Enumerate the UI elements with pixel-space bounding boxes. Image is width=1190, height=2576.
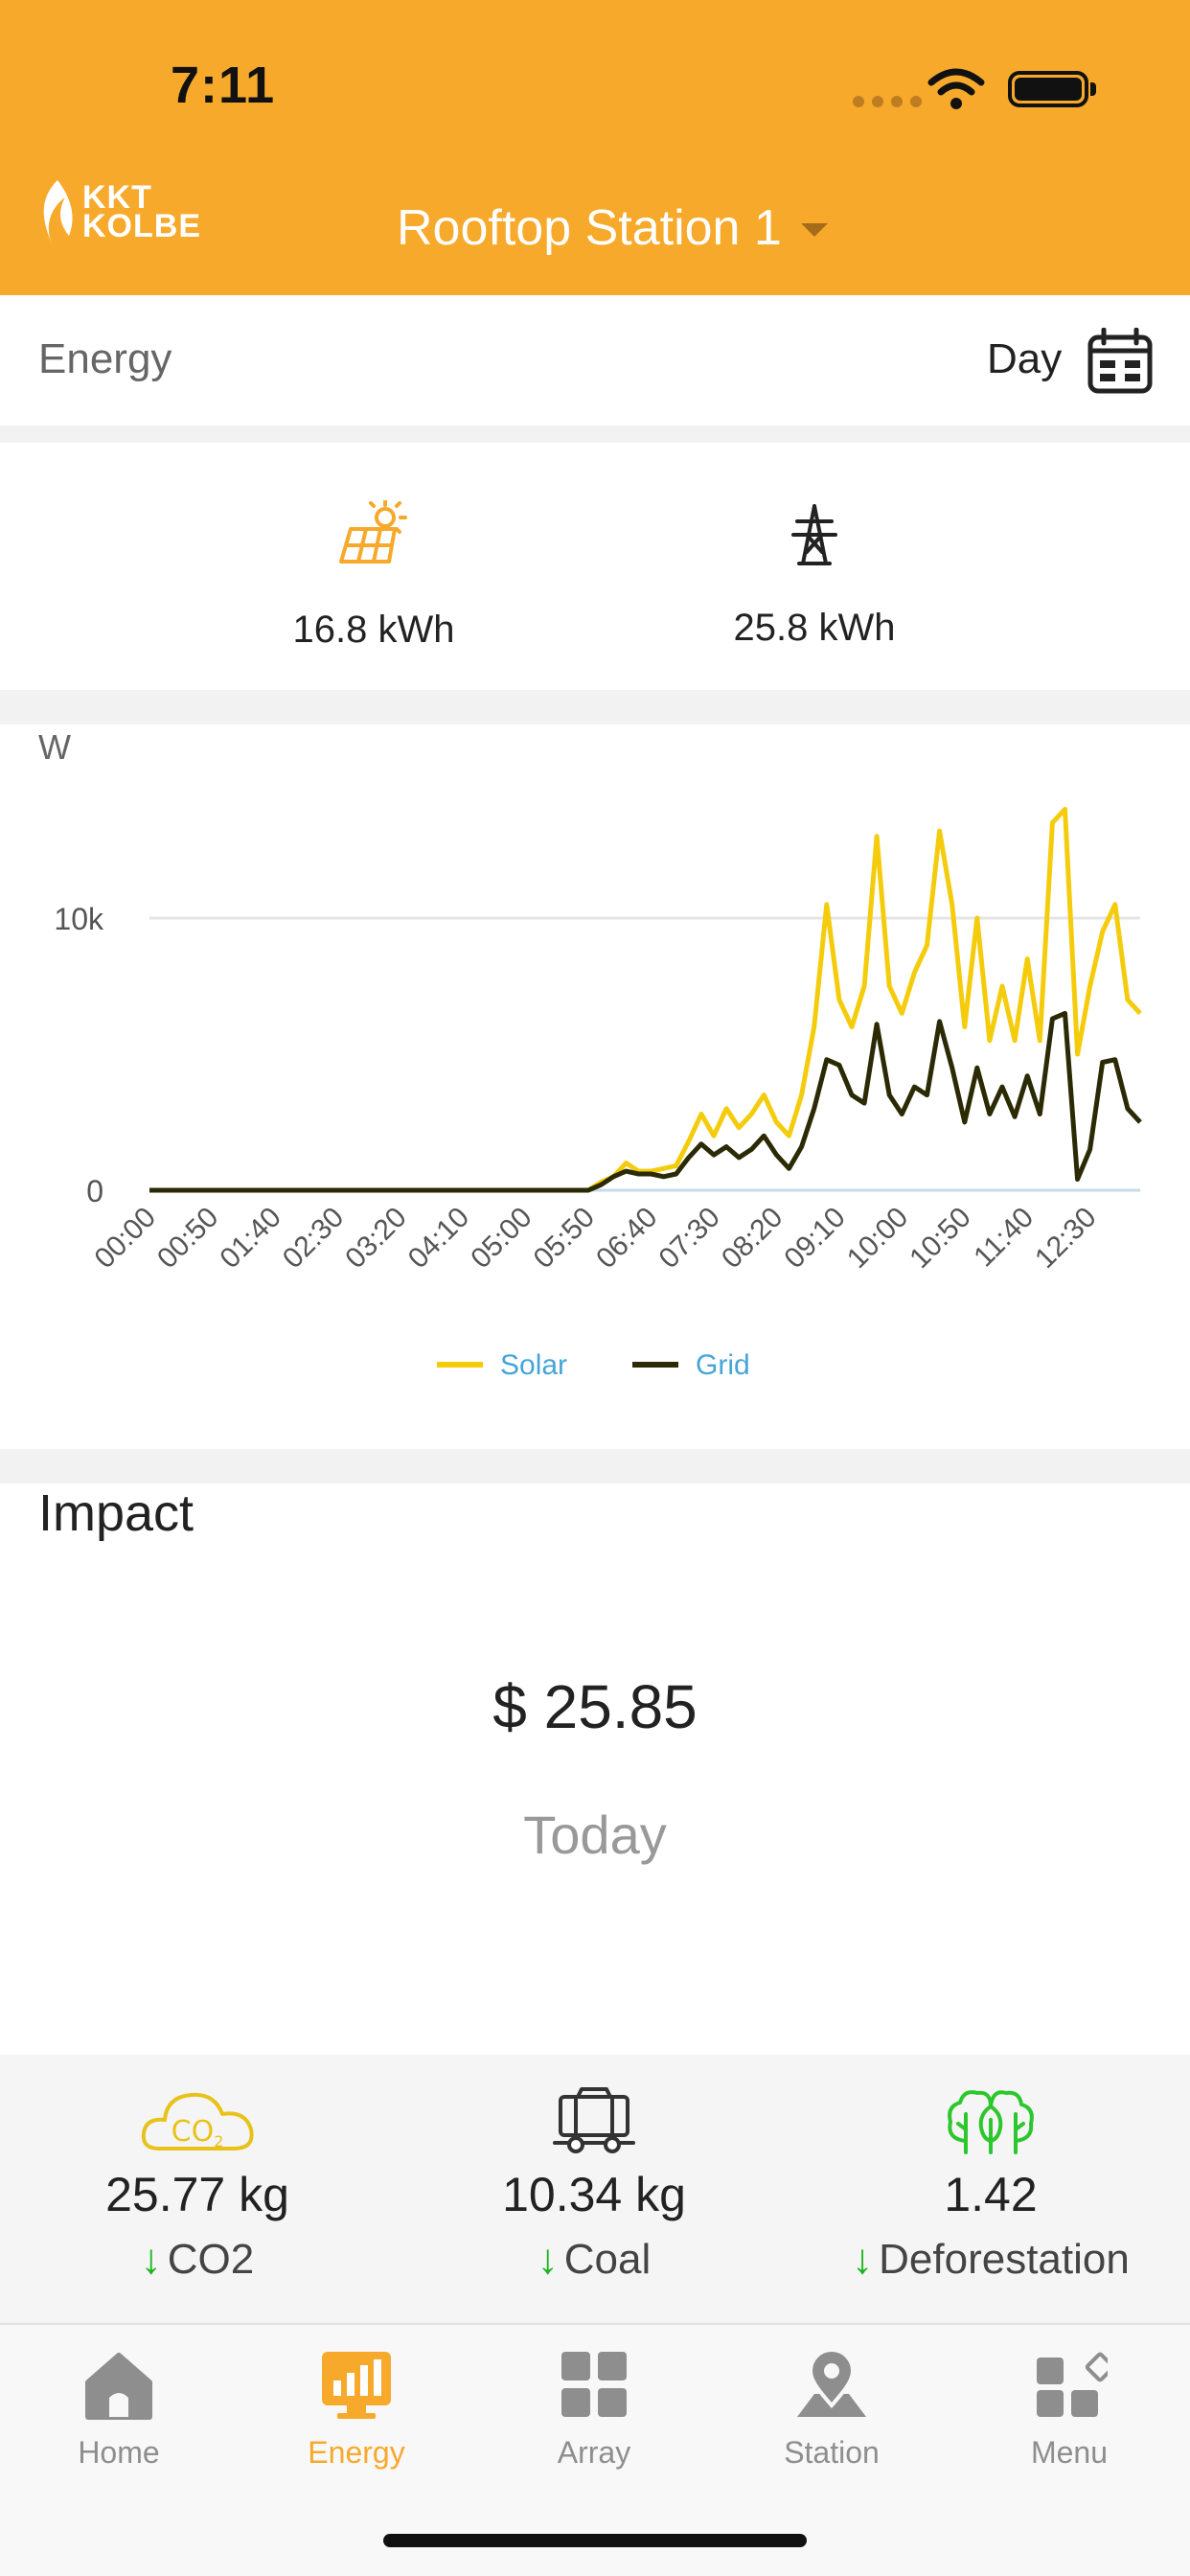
bottom-tab-bar: Home Energy Array Station [0,2323,1190,2576]
coal-value: 10.34 kg [502,2168,686,2221]
x-tick-label: 04:10 [402,1202,475,1275]
map-pin-icon [797,2348,866,2417]
x-tick-label: 03:20 [339,1202,412,1275]
savings-period: Today [523,1805,667,1865]
divider [0,690,1190,724]
tab-station[interactable]: Station [736,2346,927,2471]
station-name: Rooftop Station 1 [397,200,782,256]
solar-summary: 16.8 kWh [278,499,469,652]
deforestation-label: Deforestation [879,2236,1130,2283]
series-line-grid [149,1010,1142,1193]
section-title: Energy [38,335,172,382]
x-tick-label: 05:00 [465,1202,538,1275]
x-tick-label: 12:30 [1029,1202,1102,1275]
power-tower-icon [791,504,837,565]
impact-title: Impact [38,1484,195,1542]
power-chart: W 0 10k 00:00 00:50 01:40 02:30 03:20 04:10 05:00… [0,724,1190,1449]
tab-home[interactable]: Home [23,2346,215,2471]
x-tick-label: 07:30 [653,1202,726,1275]
station-selector[interactable]: Rooftop Station 1 [397,199,828,257]
divider [0,1449,1190,1484]
series-line-solar [149,806,1142,1193]
x-tick-label: 00:50 [151,1202,224,1275]
chevron-down-icon [800,223,828,237]
svg-text:CO2: CO2 [172,2115,224,2150]
cellular-signal-icon [853,96,922,107]
menu-apps-icon [1037,2352,1115,2417]
legend-label-solar: Solar [500,1349,567,1381]
coal-label: Coal [563,2236,652,2283]
grid-summary: 25.8 kWh [719,504,910,650]
home-icon [85,2353,152,2420]
x-tick-label: 10:00 [841,1202,914,1275]
flame-logo-icon [43,180,73,243]
legend-label-grid: Grid [696,1349,750,1381]
status-time: 7:11 [171,57,276,114]
solar-panel-icon [339,499,407,564]
tab-array[interactable]: Array [498,2346,690,2471]
x-tick-label: 00:00 [89,1202,162,1275]
y-axis-label: W [38,727,71,767]
x-tick-label: 09:10 [778,1202,851,1275]
x-tick-label: 01:40 [214,1202,286,1275]
arrow-down-icon: ↓ [852,2236,874,2283]
co2-stat: CO2 25.77 kg ↓ CO2 [6,2085,389,2284]
arrow-down-icon: ↓ [537,2236,559,2283]
co2-cloud-icon: CO2 [141,2092,254,2150]
x-tick-label: 06:40 [590,1202,663,1275]
y-tick-label: 0 [86,1174,103,1208]
period-selector[interactable]: Day [987,335,1063,382]
x-tick-label: 02:30 [277,1202,350,1275]
arrow-down-icon: ↓ [140,2236,162,2283]
coal-stat: 10.34 kg ↓ Coal [402,2085,786,2284]
x-tick-label: 05:50 [528,1202,601,1275]
co2-value: 25.77 kg [105,2168,289,2221]
deforestation-value: 1.42 [944,2168,1038,2221]
x-tick-label: 08:20 [716,1202,789,1275]
wifi-icon [927,68,985,109]
trees-icon [948,2090,1034,2154]
y-tick-label: 10k [54,902,104,936]
app-header: 7:11 KKT KOLBE Rooftop Station 1 [0,0,1190,295]
tab-energy[interactable]: Energy [261,2346,452,2471]
power-line-chart: W 0 10k 00:0000:5001:4002:3003:2004:1005:00… [38,727,1142,1381]
energy-monitor-icon [322,2352,391,2419]
co2-label: CO2 [167,2236,255,2283]
divider [0,426,1190,443]
calendar-icon[interactable] [1087,328,1154,395]
grid-icon [561,2352,627,2417]
tab-menu[interactable]: Menu [973,2346,1165,2471]
grid-energy-value: 25.8 kWh [733,607,896,649]
x-tick-label: 11:40 [968,1202,1040,1274]
energy-summary: 16.8 kWh 25.8 kWh [0,443,1190,690]
energy-toolbar: Energy Day [0,295,1190,426]
deforestation-stat: 1.42 ↓ Deforestation [799,2085,1182,2284]
savings-amount: $ 25.85 [492,1672,698,1741]
brand-logo: KKT KOLBE [36,178,201,245]
coal-cart-icon [553,2087,635,2153]
environmental-stats: CO2 25.77 kg ↓ CO2 10.34 kg ↓ Coal [0,2055,1190,2323]
home-indicator [383,2534,807,2547]
battery-icon [1008,71,1088,107]
x-tick-label: 10:50 [904,1202,976,1275]
solar-energy-value: 16.8 kWh [292,609,455,651]
impact-section: Impact $ 25.85 Today [0,1484,1190,2055]
